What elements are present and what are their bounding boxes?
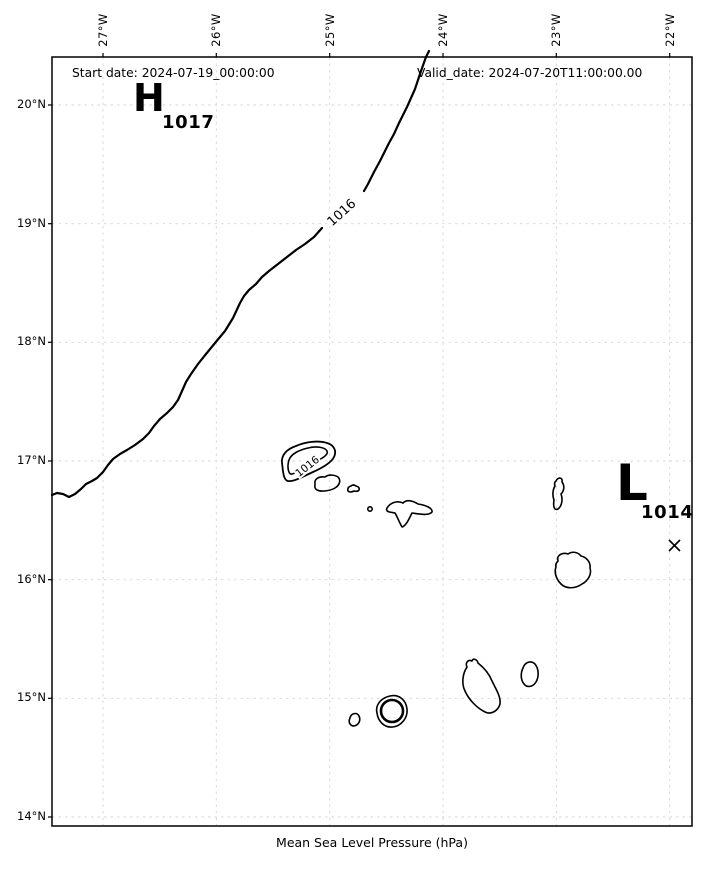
islet-tiny bbox=[366, 505, 373, 512]
y-tick-label-15n: 15°N bbox=[17, 690, 46, 704]
x-point-marker bbox=[668, 539, 681, 552]
grid-lines bbox=[52, 57, 692, 826]
island-hook-small bbox=[347, 484, 360, 493]
island-northwest-2 bbox=[314, 474, 341, 492]
island-south-large bbox=[462, 658, 501, 714]
y-tick-label-20n: 20°N bbox=[17, 97, 46, 111]
x-tick-label-27w: 27°W bbox=[96, 13, 110, 47]
x-tick-label-25w: 25°W bbox=[323, 13, 337, 47]
start-date-annotation: Start date: 2024-07-19_00:00:00 bbox=[72, 66, 275, 80]
x-tick-label-23w: 23°W bbox=[549, 13, 563, 47]
x-tick-label-24w: 24°W bbox=[436, 13, 450, 47]
high-pressure-symbol: H bbox=[133, 76, 165, 120]
axis-ticks bbox=[48, 53, 671, 818]
low-pressure-symbol: L bbox=[616, 454, 648, 512]
island-volcano-outer bbox=[375, 694, 408, 728]
plot-border bbox=[51, 56, 693, 827]
y-tick-label-17n: 17°N bbox=[17, 453, 46, 467]
island-southwest-small bbox=[348, 712, 361, 727]
high-pressure-value: 1017 bbox=[162, 112, 215, 133]
valid-date-annotation: Valid_date: 2024-07-20T11:00:00.00 bbox=[417, 66, 643, 80]
island-northwest-large bbox=[287, 446, 329, 475]
island-elongated-mid bbox=[385, 499, 433, 528]
island-east-round bbox=[554, 551, 592, 589]
y-tick-label-14n: 14°N bbox=[17, 809, 46, 823]
y-tick-label-16n: 16°N bbox=[17, 572, 46, 586]
y-tick-label-18n: 18°N bbox=[17, 334, 46, 348]
low-pressure-value: 1014 bbox=[641, 502, 694, 523]
pressure-contour-ring-1016 bbox=[281, 440, 337, 482]
contour-label-1016-ring: 1016 bbox=[293, 454, 322, 480]
island-volcano-crater-ring bbox=[379, 698, 405, 724]
island-northeast-narrow bbox=[552, 477, 565, 511]
pressure-contour-1016 bbox=[50, 49, 431, 499]
x-axis-title: Mean Sea Level Pressure (hPa) bbox=[276, 835, 468, 850]
y-tick-label-19n: 19°N bbox=[17, 216, 46, 230]
x-tick-label-26w: 26°W bbox=[209, 13, 223, 47]
island-south-small-east bbox=[520, 661, 539, 688]
x-tick-label-22w: 22°W bbox=[663, 13, 677, 47]
island-coastlines bbox=[287, 446, 592, 728]
